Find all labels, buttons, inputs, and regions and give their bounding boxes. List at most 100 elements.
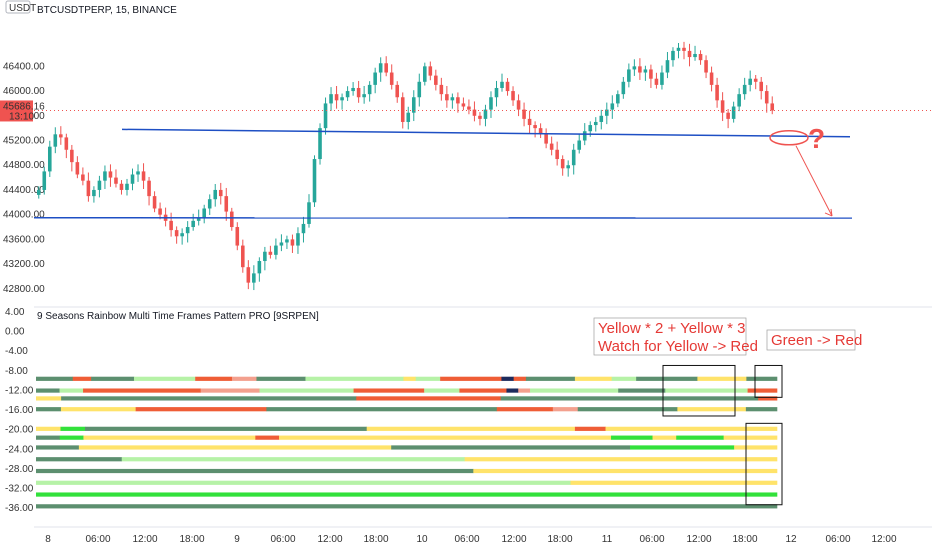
candle-body bbox=[92, 189, 96, 197]
candle-body bbox=[263, 251, 267, 262]
currency-box[interactable] bbox=[5, 0, 31, 14]
candle-body bbox=[356, 87, 361, 98]
rainbow-segment bbox=[697, 376, 747, 381]
indicator-title[interactable]: 9 Seasons Rainbow Multi Time Frames Patt… bbox=[37, 311, 319, 322]
candle-body bbox=[362, 94, 366, 98]
candle-body bbox=[351, 87, 355, 92]
candle-body bbox=[566, 165, 570, 169]
symbol-title[interactable]: BTCUSDTPERP, 15, BINANCE bbox=[37, 5, 177, 16]
candle-body bbox=[759, 81, 764, 92]
candle-body bbox=[185, 227, 190, 234]
time-tick-label: 10 bbox=[416, 534, 428, 545]
candle-body bbox=[47, 146, 52, 172]
candle-body bbox=[610, 103, 615, 110]
rainbow-segment bbox=[195, 376, 233, 381]
price-tick-label: 45200.00 bbox=[3, 136, 45, 147]
candle-body bbox=[450, 97, 455, 101]
indicator-pane[interactable]: 4.00 0.00 -4.00 -8.00 -12.00 -16.00 -20.00 -24.… bbox=[5, 307, 862, 514]
candle-body bbox=[538, 128, 543, 135]
time-tick-label: 12:00 bbox=[317, 534, 342, 545]
candle-body bbox=[384, 63, 388, 73]
price-tick-label: 43600.00 bbox=[3, 234, 45, 245]
time-tick-label: 11 bbox=[602, 534, 613, 545]
candle-body bbox=[682, 47, 686, 51]
candle-body bbox=[577, 140, 582, 150]
candle-body bbox=[141, 171, 146, 181]
rainbow-segment bbox=[279, 435, 612, 440]
rainbow-segment bbox=[91, 376, 135, 381]
price-tick-label: 44800.00 bbox=[3, 160, 45, 171]
candle-body bbox=[323, 103, 328, 129]
candle-body bbox=[53, 134, 58, 147]
highlight-box[interactable] bbox=[662, 364, 736, 417]
rainbow-segment bbox=[459, 388, 507, 393]
candle-body bbox=[114, 177, 118, 184]
candle-body bbox=[737, 94, 741, 107]
candle-body bbox=[616, 94, 620, 104]
candle-body bbox=[108, 171, 113, 178]
rainbow-segment bbox=[255, 435, 280, 440]
time-axis: 8 06:00 12:00 18:00 9 06:00 12:00 18:00 10 06:00 1… bbox=[34, 526, 932, 545]
highlight-box[interactable] bbox=[754, 364, 783, 398]
rainbow-segment bbox=[36, 480, 571, 485]
rainbow-segment bbox=[83, 435, 256, 440]
candle-body bbox=[119, 183, 124, 190]
candle-body bbox=[312, 159, 317, 203]
indicator-tick-label: -12.00 bbox=[5, 385, 34, 396]
price-tick-label: 42800.00 bbox=[3, 284, 45, 295]
indicator-tick-label: -4.00 bbox=[5, 346, 28, 357]
price-tick-label: 43200.00 bbox=[3, 259, 45, 270]
rainbow-segment bbox=[574, 426, 606, 431]
rainbow-segment bbox=[305, 376, 404, 381]
candle-body bbox=[301, 223, 306, 234]
candle-body bbox=[268, 251, 273, 255]
rainbow-segment bbox=[200, 388, 260, 393]
annotation-box-yellow[interactable] bbox=[593, 317, 747, 356]
rainbow-segment bbox=[552, 407, 579, 412]
time-tick-label: 12:00 bbox=[871, 534, 896, 545]
candle-body bbox=[582, 131, 587, 141]
candle-body bbox=[207, 199, 212, 209]
time-tick-label: 12:00 bbox=[501, 534, 526, 545]
rainbow-segment bbox=[36, 396, 62, 401]
candle-body bbox=[81, 174, 85, 181]
time-tick-label: 8 bbox=[45, 534, 51, 545]
rainbow-segment bbox=[506, 388, 519, 393]
candle-body bbox=[180, 233, 184, 237]
breakdown-ellipse[interactable] bbox=[769, 130, 809, 146]
candle-body bbox=[599, 115, 604, 122]
rainbow-segment bbox=[424, 388, 460, 393]
rainbow-segment bbox=[59, 435, 84, 440]
indicator-tick-label: 4.00 bbox=[5, 307, 25, 318]
candle-body bbox=[97, 180, 102, 190]
support-line-upper[interactable] bbox=[121, 128, 851, 138]
highlight-box[interactable] bbox=[745, 422, 783, 506]
rainbow-segment bbox=[36, 445, 80, 450]
candle-body bbox=[500, 81, 504, 88]
annotation-box-green[interactable] bbox=[766, 329, 856, 351]
rainbow-segment bbox=[440, 376, 502, 381]
candle-body bbox=[627, 69, 631, 82]
projection-arrow[interactable] bbox=[795, 145, 833, 217]
candle-body bbox=[252, 273, 256, 283]
rainbow-segment bbox=[36, 407, 62, 412]
rainbow-segment bbox=[36, 457, 123, 462]
rainbow-segment bbox=[266, 407, 498, 412]
price-badge bbox=[0, 100, 33, 122]
candle-body bbox=[522, 109, 526, 119]
candle-body bbox=[428, 66, 433, 76]
rainbow-segment bbox=[618, 388, 666, 393]
rainbow-segment bbox=[574, 376, 612, 381]
candle-body bbox=[638, 66, 642, 73]
rainbow-segment bbox=[61, 396, 357, 401]
candle-body bbox=[70, 149, 74, 163]
rainbow-segment bbox=[60, 426, 86, 431]
candle-body bbox=[42, 171, 47, 190]
candle-body bbox=[555, 149, 559, 160]
price-pane[interactable]: 46400.0046000.0045600.0045200.0044800.00… bbox=[0, 0, 932, 295]
time-tick-label: 9 bbox=[234, 534, 240, 545]
candle-body bbox=[296, 233, 300, 246]
candle-body bbox=[246, 267, 251, 283]
